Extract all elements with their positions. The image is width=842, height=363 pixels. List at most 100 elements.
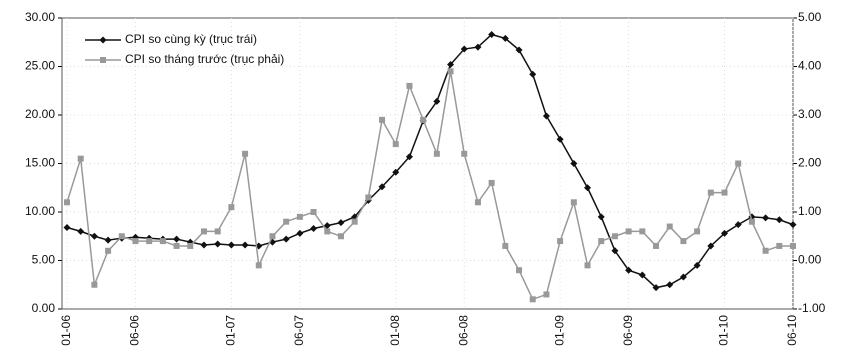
point — [132, 238, 139, 245]
point — [460, 45, 468, 53]
point — [118, 233, 125, 240]
point — [324, 228, 331, 235]
y2-tick-label: 4.00 — [798, 59, 822, 73]
point — [200, 241, 208, 249]
point — [611, 247, 619, 255]
y-tick-label: 10.00 — [25, 204, 55, 218]
point — [351, 218, 358, 225]
point — [241, 241, 249, 249]
point — [762, 247, 769, 254]
point — [707, 242, 715, 250]
point — [64, 199, 70, 206]
point — [775, 216, 783, 224]
point — [721, 229, 729, 237]
x-tick-label: 01-10 — [717, 315, 731, 346]
point — [173, 242, 180, 249]
plot-frame — [61, 17, 794, 310]
y-tick-label: 5.00 — [32, 253, 56, 267]
point — [228, 204, 235, 211]
point — [543, 291, 550, 298]
point — [214, 240, 222, 248]
point — [625, 228, 632, 235]
point — [597, 213, 605, 221]
point — [474, 199, 481, 206]
y2-tick-label: 5.00 — [798, 10, 822, 24]
point — [789, 221, 797, 229]
point — [447, 61, 455, 69]
point — [283, 218, 290, 225]
x-tick-label: 06-09 — [621, 315, 635, 346]
point — [501, 34, 509, 42]
point — [666, 223, 673, 230]
x-tick-label: 01-07 — [224, 315, 238, 346]
point — [762, 214, 770, 222]
point — [639, 228, 646, 235]
y2-tick-label: 1.00 — [798, 204, 822, 218]
point — [721, 189, 728, 196]
point — [653, 242, 660, 249]
x-tick-label: 01-08 — [388, 315, 402, 346]
point — [405, 153, 413, 161]
point — [693, 261, 701, 269]
point — [734, 221, 742, 229]
y2-tick-label: 3.00 — [798, 107, 822, 121]
point — [502, 242, 509, 249]
point — [666, 281, 674, 289]
point — [104, 236, 112, 244]
point — [159, 238, 166, 245]
point — [488, 30, 496, 38]
point — [529, 70, 537, 78]
legend-marker — [100, 57, 106, 63]
x-tick-label: 01-06 — [59, 315, 73, 346]
y2-tick-label: 2.00 — [798, 156, 822, 170]
y2-tick-label: -1.00 — [798, 301, 826, 315]
point — [227, 241, 235, 249]
y-tick-label: 30.00 — [25, 10, 55, 24]
y-tick-label: 15.00 — [25, 156, 55, 170]
point — [91, 281, 98, 288]
point — [200, 228, 207, 235]
point — [748, 218, 755, 225]
legend-label: CPI so tháng trước (trục phải) — [125, 52, 284, 66]
point — [557, 238, 564, 245]
point — [584, 184, 592, 192]
point — [776, 242, 783, 249]
point — [214, 228, 221, 235]
point — [556, 135, 564, 143]
point — [516, 267, 523, 274]
point — [392, 168, 400, 176]
point — [337, 233, 344, 240]
point — [337, 219, 345, 227]
point — [625, 266, 633, 274]
point — [433, 150, 440, 157]
point — [173, 235, 181, 243]
point — [584, 262, 591, 269]
point — [598, 238, 605, 245]
x-tick-label: 01-09 — [552, 315, 566, 346]
point — [638, 271, 646, 279]
x-tick-label: 06-06 — [128, 315, 142, 346]
y-tick-label: 25.00 — [25, 59, 55, 73]
point — [447, 68, 454, 75]
point — [77, 227, 85, 235]
point — [542, 112, 550, 120]
point — [296, 229, 304, 237]
point — [105, 247, 112, 254]
point — [790, 242, 796, 249]
x-tick-label: 06-10 — [785, 315, 799, 346]
point — [310, 224, 318, 232]
point — [378, 183, 386, 191]
point — [310, 209, 317, 215]
point — [255, 262, 262, 269]
point — [90, 232, 98, 240]
point — [707, 189, 714, 196]
point — [282, 235, 290, 243]
point — [529, 296, 536, 303]
point — [392, 141, 399, 148]
y-tick-label: 0.00 — [32, 301, 56, 315]
point — [679, 273, 687, 281]
y-tick-label: 20.00 — [25, 107, 55, 121]
point — [269, 233, 276, 240]
point — [187, 242, 194, 249]
